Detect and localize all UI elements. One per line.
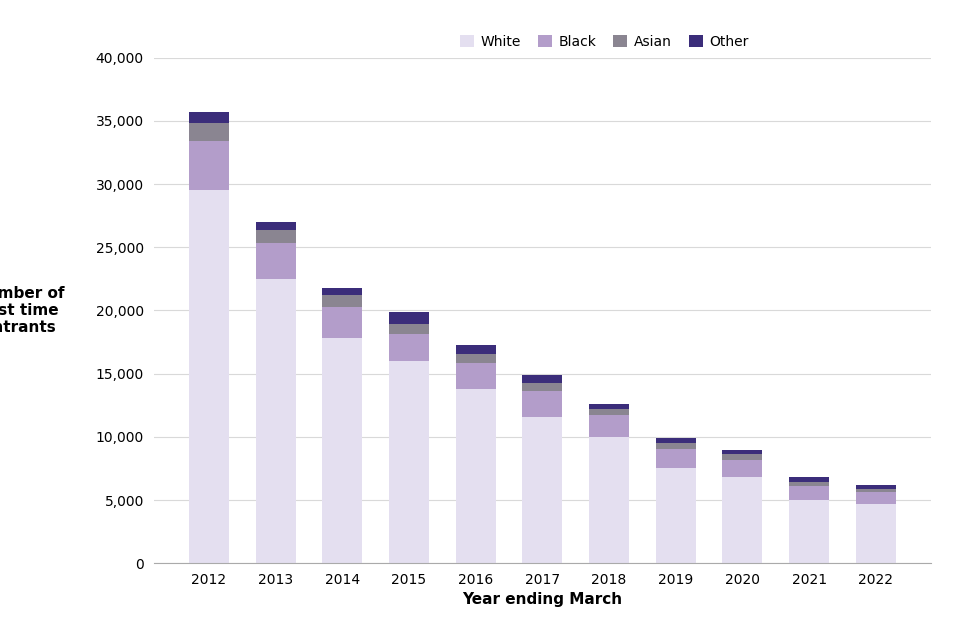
Bar [255, 222, 296, 230]
Bar [723, 477, 762, 563]
Bar [522, 417, 563, 563]
Bar [323, 295, 362, 307]
Bar [789, 477, 829, 482]
Bar [189, 141, 228, 190]
Bar [189, 124, 228, 141]
Bar [856, 492, 896, 504]
Bar [856, 488, 896, 492]
Bar [323, 287, 362, 295]
Bar [456, 388, 495, 563]
Bar [456, 345, 495, 354]
X-axis label: Year ending March: Year ending March [463, 593, 622, 607]
Bar [323, 307, 362, 338]
Bar [589, 404, 629, 409]
Bar [589, 409, 629, 415]
Bar [389, 312, 429, 324]
Bar [522, 383, 563, 391]
Bar [456, 354, 495, 364]
Bar [255, 279, 296, 563]
Bar [856, 504, 896, 563]
Bar [323, 338, 362, 563]
Bar [389, 361, 429, 563]
Bar [589, 436, 629, 563]
Bar [723, 450, 762, 454]
Bar [189, 112, 228, 124]
Bar [522, 391, 563, 417]
Bar [255, 243, 296, 279]
Bar [789, 486, 829, 500]
Y-axis label: Number of
first time
entrants: Number of first time entrants [0, 285, 64, 335]
Bar [856, 485, 896, 488]
Bar [389, 335, 429, 361]
Bar [656, 449, 696, 468]
Bar [723, 460, 762, 477]
Bar [456, 364, 495, 388]
Bar [189, 190, 228, 563]
Bar [789, 482, 829, 486]
Legend: White, Black, Asian, Other: White, Black, Asian, Other [455, 29, 755, 54]
Bar [656, 443, 696, 449]
Bar [255, 230, 296, 243]
Bar [656, 468, 696, 563]
Bar [389, 324, 429, 335]
Bar [723, 454, 762, 460]
Bar [589, 415, 629, 436]
Bar [789, 500, 829, 563]
Bar [522, 376, 563, 383]
Bar [656, 438, 696, 443]
